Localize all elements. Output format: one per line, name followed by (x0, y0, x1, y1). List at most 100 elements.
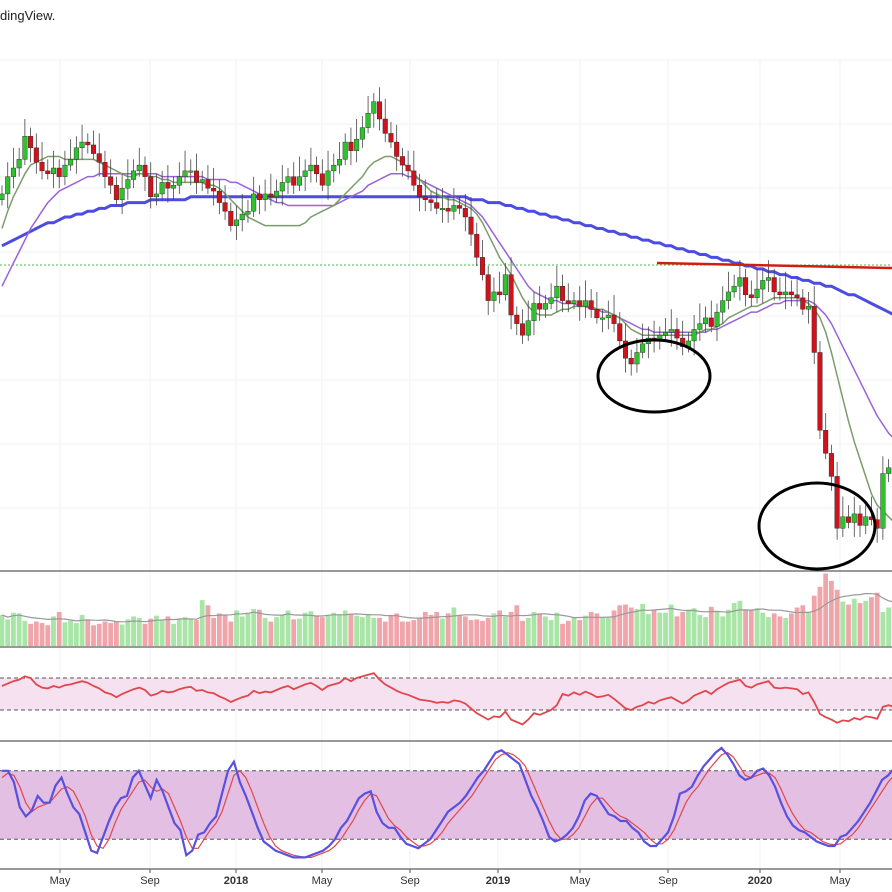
volume-bar (39, 623, 45, 646)
volume-bar (119, 624, 125, 646)
candle (703, 317, 709, 324)
volume-bar (508, 611, 514, 646)
candle (491, 291, 497, 301)
x-tick-label: Sep (140, 875, 160, 887)
candle (308, 164, 314, 172)
candle (531, 303, 537, 321)
volume-bar (91, 625, 96, 646)
candle (394, 141, 400, 157)
volume-bar (445, 613, 451, 646)
volume-bar (623, 604, 628, 646)
candle (10, 167, 16, 177)
rsi-line (1, 672, 892, 726)
candle (771, 277, 777, 293)
volume-bar (485, 617, 491, 646)
candle (354, 138, 360, 151)
candle (148, 176, 154, 198)
volume-bar (788, 613, 794, 646)
x-tick-label: May (312, 875, 333, 887)
candle (497, 291, 503, 296)
candle (331, 164, 337, 172)
candle (136, 164, 142, 172)
candle (171, 185, 177, 189)
volume-bar (136, 617, 142, 646)
candle (62, 164, 68, 177)
volume-bar (302, 612, 308, 646)
candle (56, 167, 62, 177)
candle (28, 136, 34, 149)
candle (548, 297, 554, 304)
volume-bar (102, 621, 108, 646)
volume-bar (571, 617, 577, 646)
candle (302, 170, 308, 177)
volume-bar (565, 620, 571, 646)
volume-bar (869, 597, 874, 646)
candle (399, 156, 405, 166)
volume-bar (640, 603, 646, 646)
volume-bar (480, 620, 485, 646)
candle (314, 164, 320, 174)
volume-bar (62, 622, 68, 646)
volume-bar (108, 623, 114, 646)
volume-bar (382, 621, 388, 646)
volume-bar (783, 617, 789, 646)
volume-bar (205, 605, 211, 646)
candle (708, 317, 714, 327)
candle (439, 208, 445, 211)
volume-bar (325, 614, 331, 646)
candle (663, 332, 669, 336)
volume-bar (234, 610, 239, 646)
volume-bar (342, 610, 348, 646)
x-tick-label: 2018 (224, 875, 248, 887)
candle (600, 317, 606, 320)
candle (783, 291, 789, 296)
volume-bar (668, 604, 674, 646)
candle (811, 306, 817, 353)
volume-bar (79, 614, 85, 646)
candle (668, 329, 674, 333)
volume-bar (45, 625, 51, 646)
candle (554, 285, 560, 298)
volume-bar (537, 613, 543, 646)
candle (588, 300, 594, 310)
volume-bar (148, 618, 154, 646)
candle (39, 162, 45, 172)
volume-bar (686, 609, 691, 646)
volume-bar (365, 614, 371, 646)
x-tick-label: Sep (400, 875, 420, 887)
candle (45, 170, 51, 174)
volume-bar (131, 616, 136, 646)
candle (142, 164, 148, 177)
candle (216, 190, 222, 203)
candle (851, 513, 857, 523)
candle (680, 337, 686, 347)
volume-bar (811, 595, 817, 646)
candle (428, 199, 434, 203)
volume-bar (359, 617, 365, 646)
volume-bar (880, 611, 886, 646)
volume-bar (96, 623, 102, 646)
candle (262, 193, 268, 200)
candle (788, 291, 794, 296)
candle (422, 196, 428, 200)
volume-bar (285, 610, 291, 646)
volume-bar (645, 614, 651, 646)
candle (119, 187, 125, 200)
volume-bar (886, 607, 891, 646)
volume-bar (216, 613, 222, 646)
x-tick-label: May (830, 875, 851, 887)
volume-bar (239, 616, 245, 646)
volume-bar (297, 618, 302, 646)
candle (279, 182, 285, 192)
candle (571, 300, 577, 304)
candle (222, 202, 228, 212)
volume-bar (85, 619, 91, 646)
volume-bar (834, 589, 840, 646)
candle (457, 205, 463, 209)
candle (674, 329, 680, 339)
candle (199, 179, 205, 183)
volume-bar (794, 607, 800, 646)
candle (234, 219, 240, 226)
candle (462, 208, 468, 218)
